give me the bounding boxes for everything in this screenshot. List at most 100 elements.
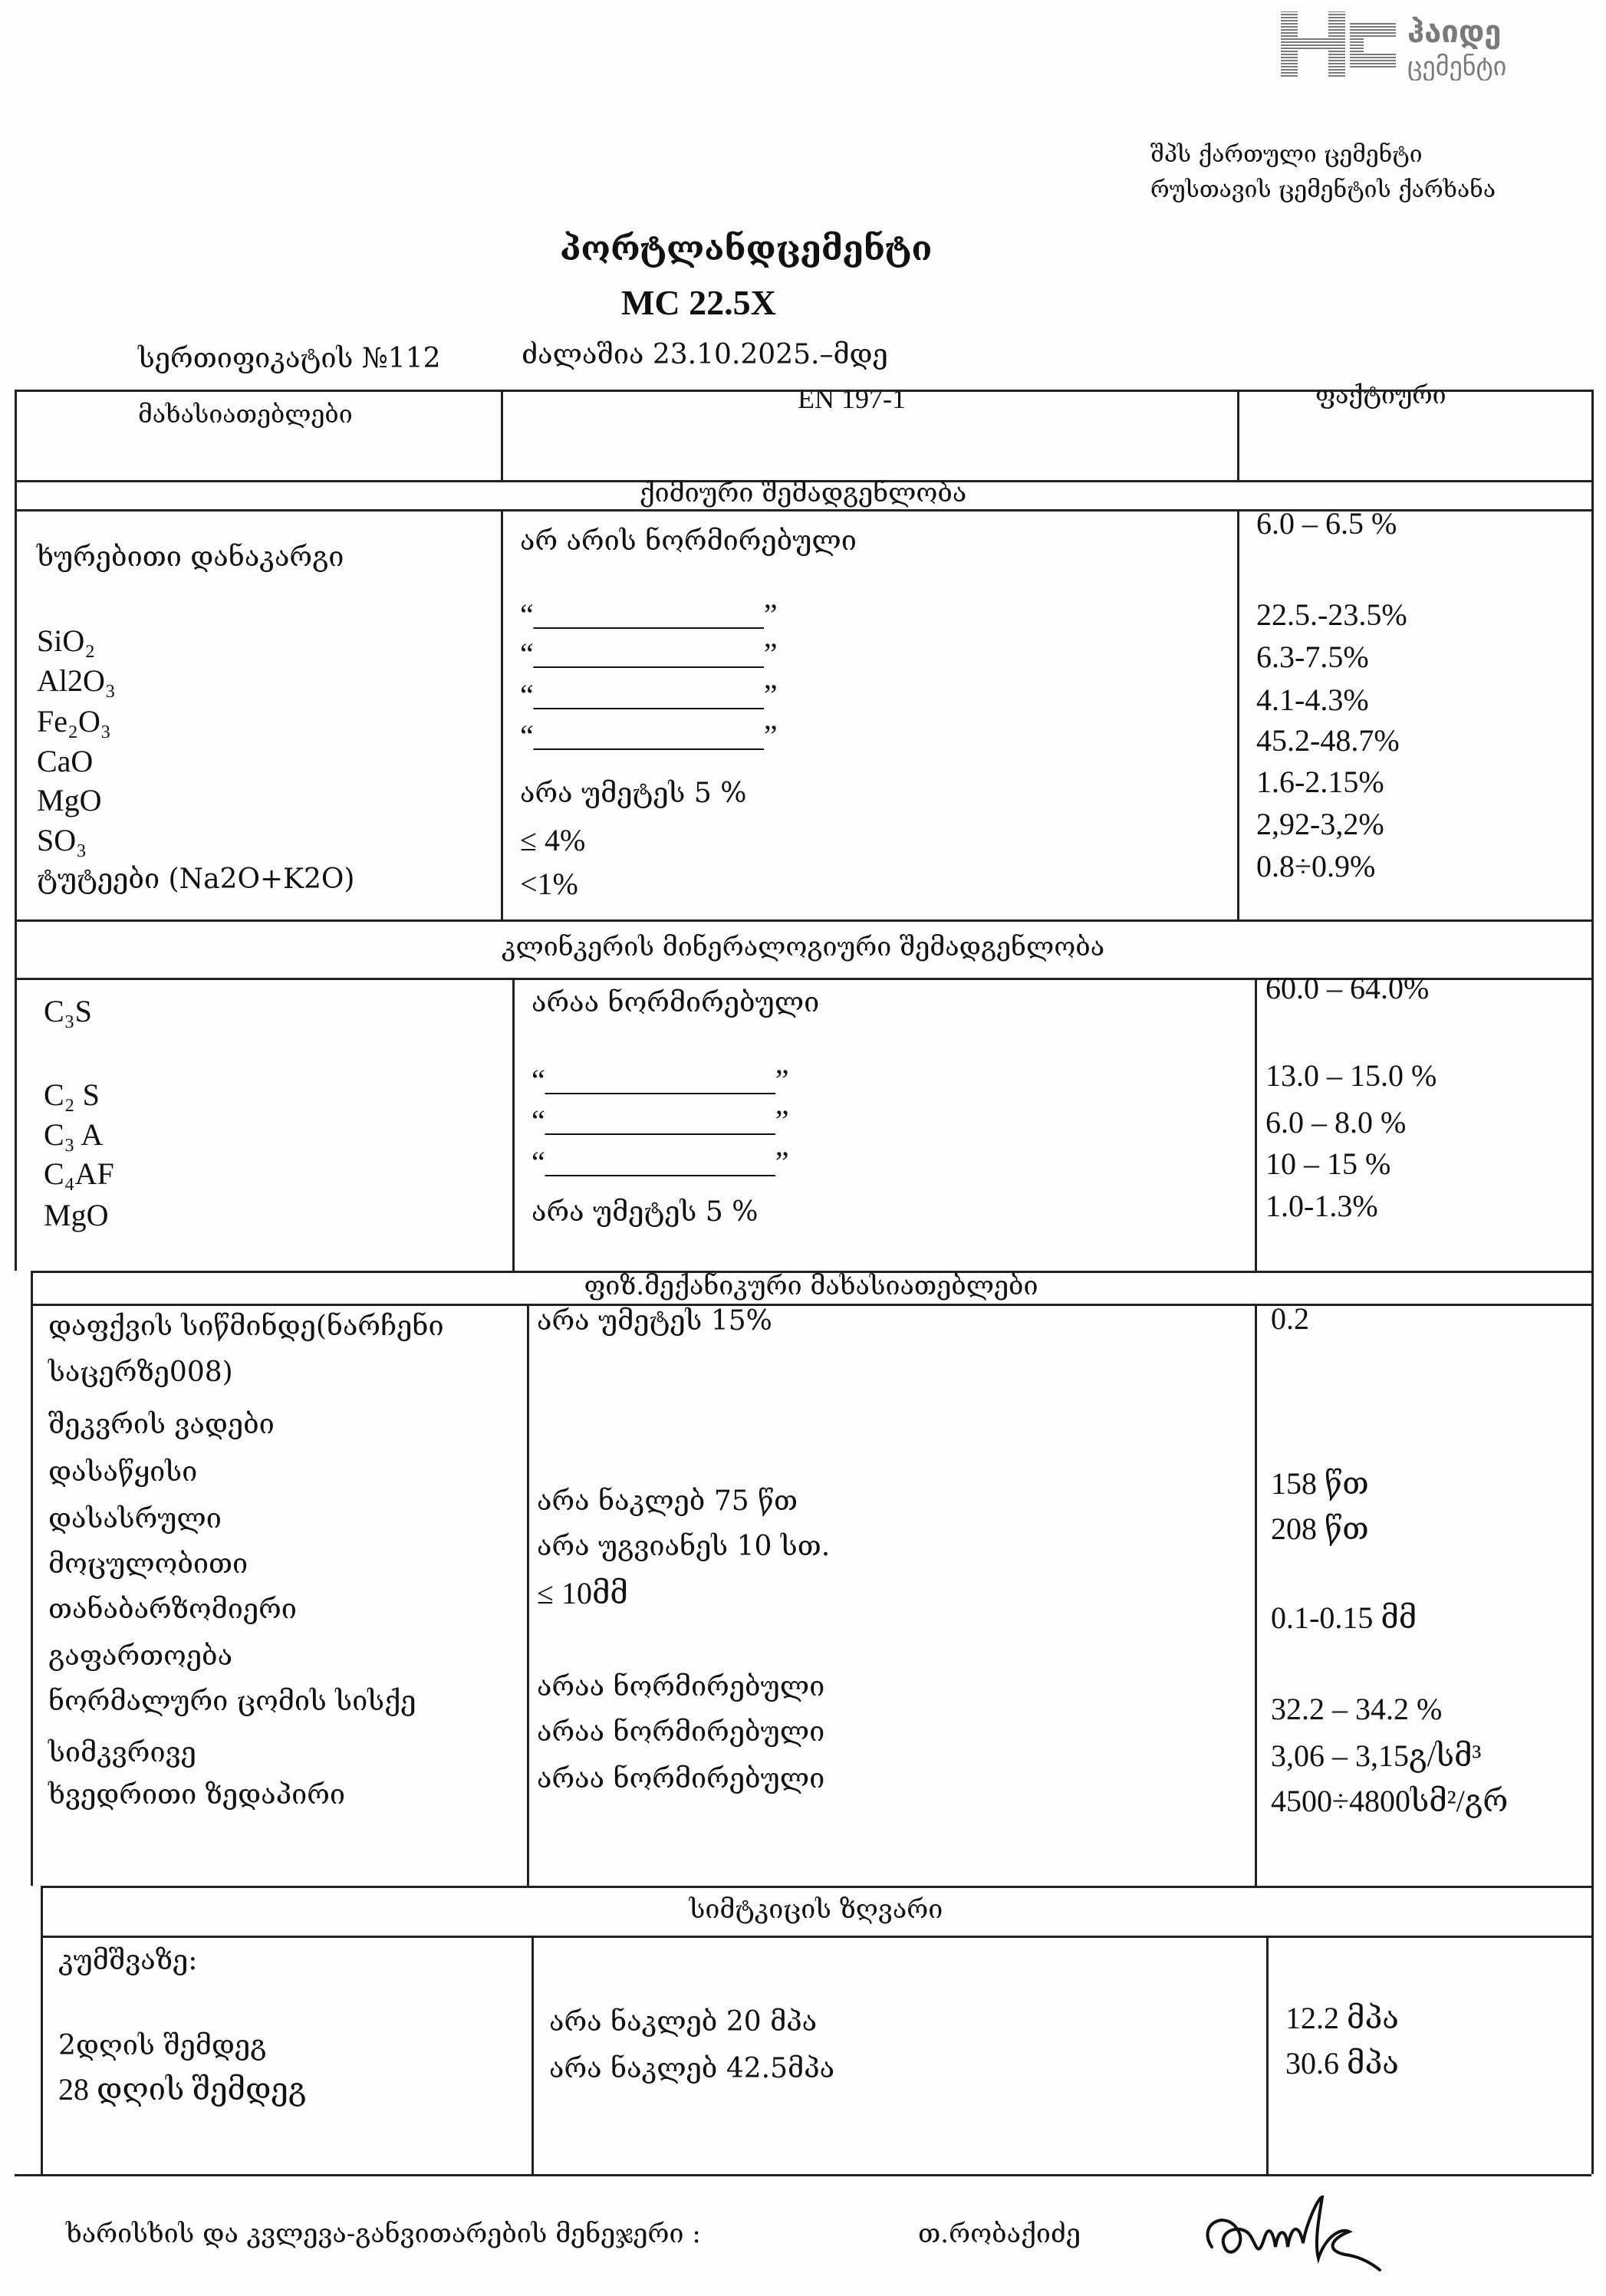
section-title: ქიმიური შემადგენლობა <box>639 478 967 508</box>
table-divider <box>15 390 1591 392</box>
table-divider <box>1591 480 1594 919</box>
table-divider <box>527 1304 529 1886</box>
plant-name: რუსთავის ცემენტის ქარხანა <box>1150 176 1496 203</box>
norm-value: არ არის ნორმირებული <box>520 525 857 557</box>
table-divider <box>1237 390 1239 480</box>
certificate-validity: ძალაშია 23.10.2025.–მდე <box>522 339 888 370</box>
table-divider <box>501 509 503 919</box>
norm-value: არა ნაკლებ 75 წთ <box>537 1485 798 1517</box>
company-name: შპს ქართული ცემენტი <box>1150 141 1423 168</box>
norm-value: არა უგვიანეს 10 სთ. <box>537 1531 831 1562</box>
norm-value: “_______________” <box>531 1063 789 1097</box>
actual-value: 4500÷4800სმ²/გრ <box>1271 1784 1509 1818</box>
characteristic-label: ტუტეები (Na2O+K2O) <box>37 863 355 895</box>
norm-value: არა ნაკლებ 20 მპა <box>549 2006 818 2038</box>
actual-value: 22.5.-23.5% <box>1256 597 1407 632</box>
norm-value: არა უმეტეს 5 % <box>531 1196 759 1228</box>
table-divider <box>41 1886 43 2174</box>
characteristic-label: ხურებითი დანაკარგი <box>37 541 344 573</box>
table-divider <box>1266 1936 1269 2174</box>
section-title: ფიზ.მექანიკური მახასიათებლები <box>584 1270 1038 1301</box>
characteristic-label: დასაწყისი <box>48 1456 198 1488</box>
svg-text:ცემენტი: ცემენტი <box>1407 51 1506 81</box>
table-divider <box>15 390 17 480</box>
actual-value: 6.3-7.5% <box>1256 640 1369 674</box>
actual-value: 0.8÷0.9% <box>1256 849 1376 883</box>
characteristic-label: ნორმალური ცომის სისქე <box>48 1686 416 1717</box>
table-divider <box>15 2174 1591 2176</box>
norm-value: ≤ 4% <box>520 823 586 857</box>
norm-value: “_______________” <box>531 1145 789 1179</box>
characteristic-label: ხვედრითი ზედაპირი <box>48 1779 346 1811</box>
norm-value: არა უმეტეს 5 % <box>520 778 747 809</box>
table-divider <box>531 1936 534 2174</box>
actual-value: 3,06 – 3,15გ/სმ³ <box>1271 1738 1482 1773</box>
header-standard: EN 197-1 <box>798 383 906 414</box>
table-divider <box>1255 978 1257 1271</box>
norm-value: “_______________” <box>531 1104 789 1138</box>
table-divider <box>41 1886 1591 1888</box>
actual-value: 0.1-0.15 მმ <box>1271 1600 1417 1635</box>
norm-value: არაა ნორმირებული <box>537 1671 825 1702</box>
actual-value: 1.0-1.3% <box>1265 1189 1378 1223</box>
actual-value: 32.2 – 34.2 % <box>1271 1692 1443 1726</box>
table-divider <box>501 390 503 480</box>
actual-value: 6.0 – 6.5 % <box>1256 506 1397 541</box>
header-actual: ფაქტიური <box>1315 380 1446 410</box>
characteristic-label: C₃S <box>44 994 92 1028</box>
table-divider <box>1591 919 1594 1271</box>
table-divider <box>1591 390 1594 480</box>
norm-value: “_______________” <box>520 678 778 712</box>
company-logo: ჰაიდე ცემენტი <box>1281 12 1506 81</box>
characteristic-label: Fe₂O₃ <box>37 704 111 738</box>
characteristic-label: გაფართოება <box>48 1640 233 1672</box>
table-divider <box>31 1271 33 1886</box>
characteristic-label: Al2O₃ <box>37 663 116 698</box>
characteristic-label: CaO <box>37 744 94 778</box>
cement-grade: MC 22.5X <box>621 283 776 322</box>
header-characteristics: მახასიათებლები <box>138 400 353 429</box>
norm-value: “_______________” <box>520 636 778 671</box>
norm-value: “_______________” <box>520 719 778 753</box>
characteristic-label: შეკვრის ვადები <box>48 1409 275 1440</box>
characteristic-label: კუმშვაზე: <box>58 1945 198 1976</box>
table-divider <box>31 1304 1591 1306</box>
svg-text:ჰაიდე: ჰაიდე <box>1407 15 1501 50</box>
norm-value: ≤ 10მმ <box>537 1576 628 1610</box>
characteristic-label: მოცულობითი <box>48 1548 248 1580</box>
characteristic-label: MgO <box>44 1198 109 1232</box>
table-divider <box>41 1936 1591 1938</box>
manager-label: ხარისხის და კვლევა-განვითარების მენეჯერი… <box>66 2219 701 2249</box>
norm-value: არაა ნორმირებული <box>537 1716 825 1748</box>
actual-value: 10 – 15 % <box>1265 1146 1391 1181</box>
actual-value: 45.2-48.7% <box>1256 723 1400 758</box>
norm-value: არა ნაკლებ 42.5მპა <box>549 2053 835 2084</box>
actual-value: 6.0 – 8.0 % <box>1265 1105 1407 1140</box>
characteristic-label: დასასრული <box>48 1503 222 1535</box>
section-title: სიმტკიცის ზღვარი <box>689 1893 943 1925</box>
norm-value: არაა ნორმირებული <box>531 987 820 1018</box>
actual-value: 60.0 – 64.0% <box>1265 971 1430 1005</box>
actual-value: 4.1-4.3% <box>1256 683 1369 717</box>
characteristic-label: C₃ A <box>44 1117 104 1152</box>
section-title: კლინკერის მინერალოგიური შემადგენლობა <box>501 932 1105 962</box>
actual-value: 12.2 მპა <box>1285 2001 1399 2035</box>
norm-value: არაა ნორმირებული <box>537 1763 825 1794</box>
document-title: პორტლანდცემენტი <box>560 229 933 268</box>
actual-value: 13.0 – 15.0 % <box>1265 1058 1437 1093</box>
manager-name: თ.რობაქიძე <box>918 2219 1081 2249</box>
actual-value: 208 წთ <box>1271 1511 1369 1546</box>
certificate-number: სერთიფიკატის №112 <box>138 343 441 374</box>
norm-value: არა უმეტეს 15% <box>537 1305 772 1337</box>
characteristic-label: 28 დღის შემდეგ <box>58 2072 307 2107</box>
signature <box>1206 2195 1381 2271</box>
characteristic-label: MgO <box>37 783 102 817</box>
norm-value: “_______________” <box>520 597 778 632</box>
table-divider <box>15 480 17 919</box>
actual-value: 1.6-2.15% <box>1256 765 1384 799</box>
table-divider <box>1237 509 1239 919</box>
table-divider <box>15 978 1591 980</box>
table-divider <box>15 919 1591 922</box>
actual-value: 158 წთ <box>1271 1466 1369 1501</box>
characteristic-label: სიმკვრივე <box>48 1737 196 1768</box>
